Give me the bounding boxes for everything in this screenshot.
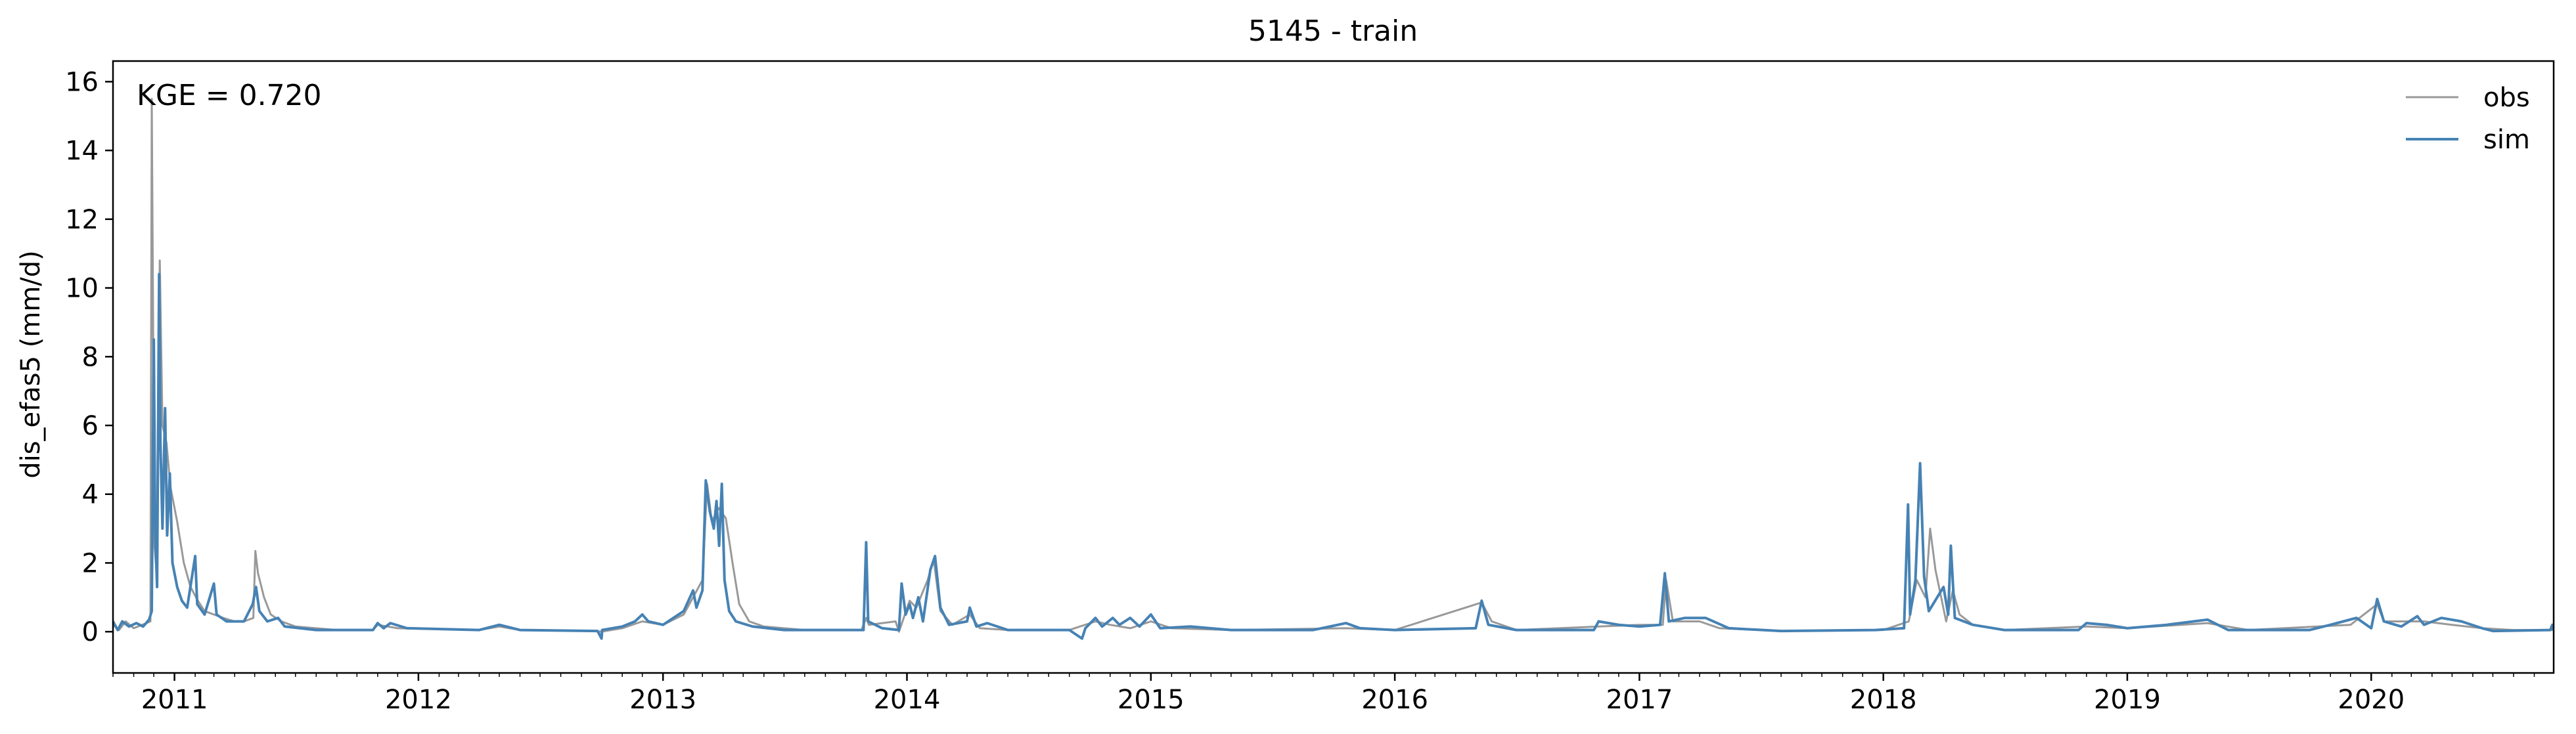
series-line-sim [113,272,2554,640]
y-tick-label: 4 [82,480,99,510]
series-line-obs [113,98,2554,633]
legend: obs sim [2406,83,2530,155]
x-tick-label: 2018 [1850,685,1917,715]
kge-annotation: KGE = 0.720 [137,79,322,112]
y-tick-label: 12 [65,205,99,235]
y-tick-label: 0 [82,617,99,647]
x-tick-label: 2020 [2338,685,2405,715]
x-tick-label: 2016 [1361,685,1428,715]
y-axis-ticks: 0 2 4 6 8 10 12 14 16 [65,67,113,647]
y-tick-label: 6 [82,411,99,441]
legend-label-obs: obs [2483,83,2530,113]
chart-title: 5145 - train [1248,14,1418,48]
x-tick-label: 2019 [2094,685,2161,715]
plot-frame [112,60,2555,674]
y-tick-label: 2 [82,548,99,578]
y-tick-label: 8 [82,342,99,372]
legend-label-sim: sim [2483,125,2530,155]
x-tick-label: 2011 [141,685,208,715]
x-tick-label: 2015 [1118,685,1185,715]
y-tick-label: 10 [65,274,99,304]
x-tick-label: 2013 [629,685,696,715]
x-tick-label: 2012 [385,685,452,715]
series-layer [113,98,2554,640]
x-axis-ticks: 2011 2012 2013 2014 2015 2016 2017 2018 2019 2020 [112,673,2535,715]
y-tick-label: 16 [65,67,99,97]
y-axis-label: dis_efas5 (mm/d) [16,250,46,479]
y-tick-label: 14 [65,136,99,166]
x-tick-label: 2017 [1606,685,1673,715]
x-tick-label: 2014 [874,685,941,715]
